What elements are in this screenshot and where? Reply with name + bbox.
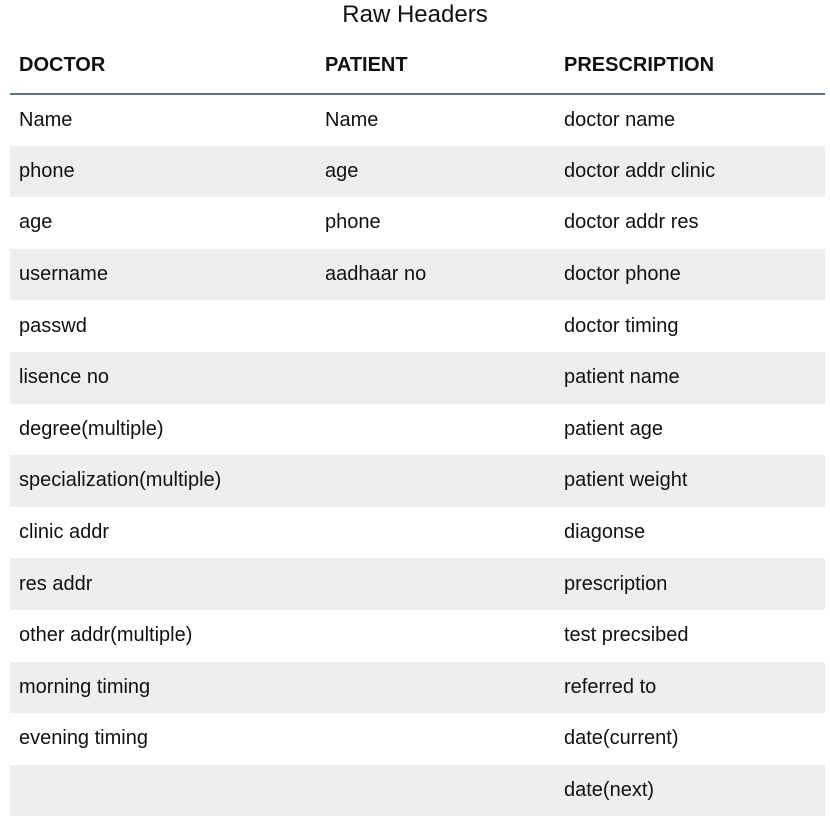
doctor-cell: specialization(multiple) xyxy=(10,455,316,507)
doctor-cell: morning timing xyxy=(10,661,316,714)
prescription-cell: date(next) xyxy=(555,764,825,817)
patient-cell xyxy=(316,764,555,817)
table-row: specialization(multiple) patient weight xyxy=(10,455,825,507)
prescription-cell: doctor name xyxy=(564,108,676,131)
prescription-cell: patient weight xyxy=(555,455,825,507)
doctor-cell xyxy=(10,764,316,817)
patient-cell xyxy=(316,610,555,662)
patient-cell: aadhaar no xyxy=(316,248,555,301)
patient-cell: Name xyxy=(325,108,379,131)
patient-cell xyxy=(316,351,555,404)
table-row: clinic addr diagonse xyxy=(10,507,825,559)
column-header-patient: PATIENT xyxy=(316,38,555,95)
patient-cell xyxy=(316,661,555,714)
column-header-prescription: PRESCRIPTION xyxy=(555,38,825,95)
table-row: phone age doctor addr clinic xyxy=(10,145,825,198)
doctor-cell: phone xyxy=(10,145,316,198)
table-row: lisence no patient name xyxy=(10,351,825,404)
table-row: username aadhaar no doctor phone xyxy=(10,248,825,301)
table-row: degree(multiple) patient age xyxy=(10,404,825,456)
patient-cell: age xyxy=(316,145,555,198)
doctor-cell: Name xyxy=(19,108,73,131)
table-row: morning timing referred to xyxy=(10,661,825,714)
patient-cell xyxy=(316,507,555,559)
prescription-cell: prescription xyxy=(555,558,825,610)
page-title: Raw Headers xyxy=(342,1,488,28)
table-row: age phone doctor addr res xyxy=(10,197,825,249)
patient-cell xyxy=(316,558,555,610)
prescription-cell: doctor timing xyxy=(564,314,679,337)
doctor-cell: lisence no xyxy=(10,351,316,404)
doctor-cell: evening timing xyxy=(19,727,148,750)
patient-cell xyxy=(316,713,555,765)
table-header-row: DOCTOR PATIENT PRESCRIPTION xyxy=(10,38,825,95)
prescription-cell: doctor addr clinic xyxy=(555,145,825,198)
table-row: Name Name doctor name xyxy=(10,94,825,146)
prescription-cell: doctor addr res xyxy=(564,211,699,234)
prescription-cell: referred to xyxy=(555,661,825,714)
table-row: other addr(multiple) test precsibed xyxy=(10,610,825,662)
doctor-cell: res addr xyxy=(10,558,316,610)
prescription-cell: patient age xyxy=(564,417,663,440)
patient-cell xyxy=(316,300,555,352)
doctor-cell: username xyxy=(10,248,316,301)
prescription-cell: date(current) xyxy=(564,727,679,750)
prescription-cell: patient name xyxy=(555,351,825,404)
prescription-cell: doctor phone xyxy=(555,248,825,301)
prescription-cell: test precsibed xyxy=(564,624,689,647)
raw-headers-table: DOCTOR PATIENT PRESCRIPTION Name Name do… xyxy=(10,38,825,817)
patient-cell xyxy=(316,404,555,456)
table-row: date(next) xyxy=(10,764,825,817)
patient-cell xyxy=(316,455,555,507)
column-header-doctor: DOCTOR xyxy=(10,38,316,95)
table-row: passwd doctor timing xyxy=(10,300,825,352)
doctor-cell: degree(multiple) xyxy=(19,417,164,440)
doctor-cell: clinic addr xyxy=(19,521,110,544)
prescription-cell: diagonse xyxy=(564,521,646,544)
table-row: evening timing date(current) xyxy=(10,713,825,765)
table-row: res addr prescription xyxy=(10,558,825,610)
patient-cell: phone xyxy=(325,211,381,234)
doctor-cell: other addr(multiple) xyxy=(19,624,193,647)
doctor-cell: passwd xyxy=(19,314,87,337)
doctor-cell: age xyxy=(19,211,53,234)
